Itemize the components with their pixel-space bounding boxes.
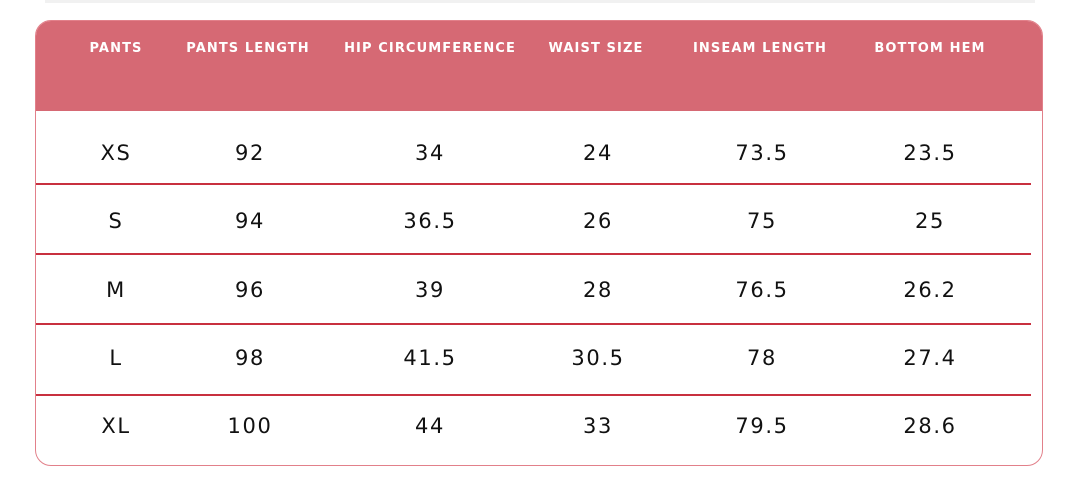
table-row: M 96 39 28 76.5 26.2 — [36, 255, 1042, 325]
row-divider — [36, 323, 1031, 325]
size-cell: S — [108, 209, 124, 233]
size-chart-table: PANTS PANTS LENGTH HIP CIRCUMFERENCE WAI… — [35, 20, 1043, 466]
table-row: XS 92 34 24 73.5 23.5 — [36, 118, 1042, 188]
table-header: PANTS PANTS LENGTH HIP CIRCUMFERENCE WAI… — [36, 21, 1042, 111]
bottom-hem-cell: 23.5 — [903, 141, 957, 165]
pants-length-cell: 94 — [235, 209, 265, 233]
pants-length-cell: 98 — [235, 346, 265, 370]
inseam-length-cell: 73.5 — [735, 141, 789, 165]
column-header-inseam-length: INSEAM LENGTH — [692, 41, 828, 56]
waist-size-cell: 33 — [583, 414, 613, 438]
hip-circumference-cell: 34 — [415, 141, 445, 165]
inseam-length-cell: 78 — [747, 346, 777, 370]
waist-size-cell: 30.5 — [571, 346, 625, 370]
inseam-length-cell: 79.5 — [735, 414, 789, 438]
hip-circumference-cell: 39 — [415, 278, 445, 302]
size-cell: L — [109, 346, 123, 370]
waist-size-cell: 24 — [583, 141, 613, 165]
hip-circumference-cell: 36.5 — [403, 209, 457, 233]
pants-length-cell: 96 — [235, 278, 265, 302]
top-separator-line — [45, 0, 1035, 3]
pants-length-cell: 100 — [227, 414, 273, 438]
column-header-pants-length: PANTS LENGTH — [186, 41, 310, 56]
waist-size-cell: 28 — [583, 278, 613, 302]
size-cell: XL — [101, 414, 131, 438]
size-cell: M — [106, 278, 126, 302]
bottom-hem-cell: 28.6 — [903, 414, 957, 438]
hip-circumference-cell: 41.5 — [403, 346, 457, 370]
table-row: L 98 41.5 30.5 78 27.4 — [36, 323, 1042, 393]
inseam-length-cell: 76.5 — [735, 278, 789, 302]
hip-circumference-cell: 44 — [415, 414, 445, 438]
row-divider — [36, 253, 1031, 255]
column-header-waist-size: WAIST SIZE — [548, 41, 644, 56]
size-cell: XS — [100, 141, 132, 165]
column-header-bottom-hem: BOTTOM HEM — [874, 41, 986, 56]
row-divider — [36, 394, 1031, 396]
inseam-length-cell: 75 — [747, 209, 777, 233]
pants-length-cell: 92 — [235, 141, 265, 165]
table-row: S 94 36.5 26 75 25 — [36, 186, 1042, 256]
bottom-hem-cell: 26.2 — [903, 278, 957, 302]
waist-size-cell: 26 — [583, 209, 613, 233]
table-row: XL 100 44 33 79.5 28.6 — [36, 391, 1042, 461]
bottom-hem-cell: 25 — [915, 209, 945, 233]
bottom-hem-cell: 27.4 — [903, 346, 957, 370]
column-header-pants: PANTS — [89, 41, 143, 56]
row-divider — [36, 183, 1031, 185]
column-header-hip-circumference: HIP CIRCUMFERENCE — [344, 41, 516, 56]
